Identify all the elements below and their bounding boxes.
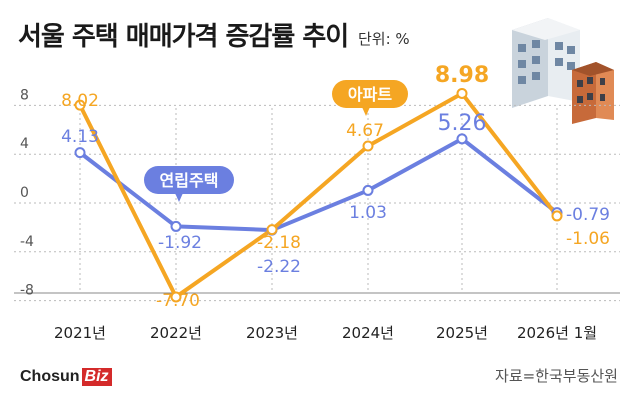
villa-data-label: 4.13 xyxy=(61,127,99,147)
villa-data-label: -0.79 xyxy=(566,205,610,225)
y-tick-label: -8 xyxy=(20,283,34,299)
y-tick-label: -4 xyxy=(20,234,34,250)
villa-point xyxy=(456,133,468,145)
chart-title: 서울 주택 매매가격 증감률 추이 xyxy=(18,22,349,52)
apartment-legend-tag: 아파트 xyxy=(332,80,408,116)
villa-tag-bubble xyxy=(144,166,234,194)
villa-data-label: -1.92 xyxy=(158,233,202,253)
apartment-point xyxy=(266,224,278,236)
apartment-point xyxy=(456,87,468,99)
apartment-data-label: -1.06 xyxy=(566,229,610,249)
x-tick-label: 2024년 xyxy=(342,324,394,342)
villa-point xyxy=(362,184,374,196)
apartment-point xyxy=(551,210,563,222)
y-tick-label: 0 xyxy=(20,185,29,201)
apartment-data-label: -7.70 xyxy=(156,291,200,311)
x-tick-label: 2021년 xyxy=(54,324,106,342)
source-credit: 자료=한국부동산원 xyxy=(495,367,618,385)
unit-label: 단위: % xyxy=(358,30,410,48)
y-tick-label: 4 xyxy=(20,136,29,152)
villa-series-line xyxy=(78,136,559,233)
villa-data-label: -2.22 xyxy=(257,257,301,277)
apartment-tag-bubble xyxy=(332,80,408,108)
villa-tag-label: 연립주택 xyxy=(160,171,219,190)
apartment-series-line xyxy=(78,91,559,299)
apartment-tag-label: 아파트 xyxy=(348,85,392,104)
apartment-point xyxy=(170,291,182,303)
villa-data-label: 1.03 xyxy=(349,203,387,223)
x-tick-label: 2022년 xyxy=(150,324,202,342)
apartment-data-label: -2.18 xyxy=(257,233,301,253)
apartment-point xyxy=(74,99,86,111)
x-tick-label: 2025년 xyxy=(436,324,488,342)
villa-point xyxy=(170,220,182,232)
x-tick-label: 2023년 xyxy=(246,324,298,342)
y-tick-label: 8 xyxy=(20,87,29,103)
apartment-data-label: 8.02 xyxy=(61,91,99,111)
villa-legend-tag: 연립주택 xyxy=(144,166,234,202)
apartment-data-label: 8.98 xyxy=(435,63,489,88)
apartment-tag-pointer xyxy=(362,107,370,116)
apartment-data-label: 4.67 xyxy=(346,121,384,141)
apartment-point xyxy=(362,140,374,152)
x-tick-label: 2026년 1월 xyxy=(517,324,597,342)
chosunbiz-logo: Chosun Biz xyxy=(20,368,112,386)
villa-data-label: 5.26 xyxy=(438,111,487,136)
villa-point xyxy=(74,147,86,159)
villa-tag-pointer xyxy=(175,193,183,202)
building-illustration xyxy=(512,18,614,124)
